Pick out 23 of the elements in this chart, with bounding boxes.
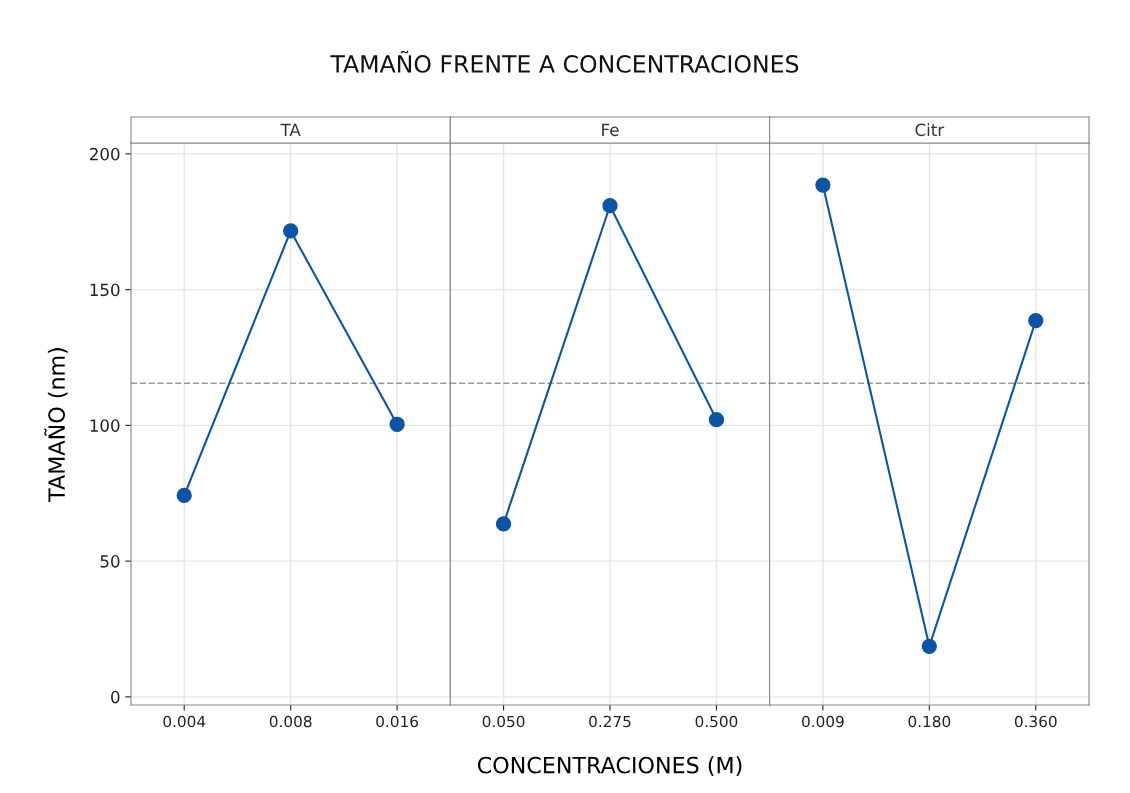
x-tick-label: 0.009 — [802, 715, 844, 728]
y-tick-label: 100 — [90, 419, 120, 432]
x-axis-title: CONCENTRACIONES (M) — [477, 756, 742, 777]
x-tick-label: 0.180 — [908, 715, 951, 728]
x-tick-label: 0.016 — [376, 715, 419, 728]
x-tick-label: 0.275 — [589, 715, 631, 728]
text: TAMAÑO FRENTE A CONCENTRACIONES — [330, 50, 799, 73]
y-tick-label: 200 — [89, 147, 120, 161]
point — [283, 223, 299, 239]
x-tick-label: 0.360 — [1014, 715, 1057, 728]
chart-subtitle: Fe — [602, 123, 619, 137]
y-tick-label: 0 — [111, 690, 120, 704]
point — [176, 487, 192, 504]
y-tick-label: 150 — [90, 283, 120, 297]
point — [389, 416, 405, 432]
x-tick-label: 0.008 — [269, 715, 312, 728]
y-axis-title: TAMAÑO (nm) — [44, 348, 68, 502]
x-tick-label: 0.050 — [482, 715, 525, 728]
chart-subtitle: TA — [280, 123, 301, 136]
chart-subtitle: Citr — [915, 123, 945, 137]
x-tick-label: 0.004 — [163, 715, 206, 728]
x-tick-label: 0.500 — [695, 715, 738, 728]
y-tick-label: 50 — [100, 555, 120, 568]
